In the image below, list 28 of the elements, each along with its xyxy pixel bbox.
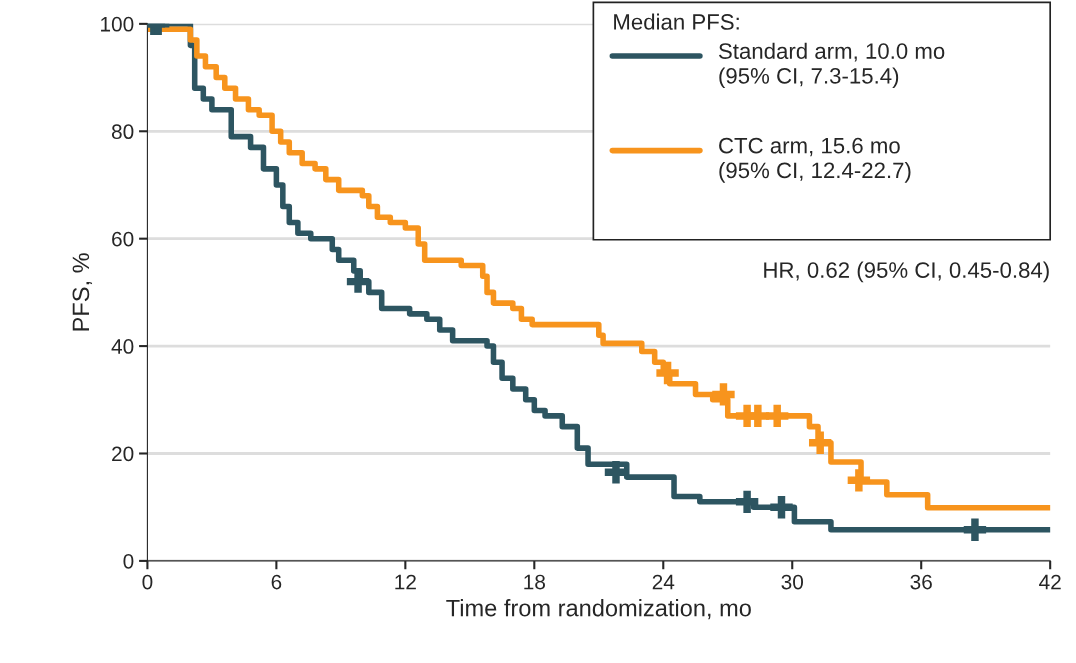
annotation: HR, 0.62 (95% CI, 0.45-0.84) [764,261,1049,283]
x-axis-title: Time from randomization, mo [446,599,751,620]
x-tick-label: 24 [652,574,675,590]
x-tick-label: 0 [142,574,153,590]
y-tick-label: 40 [111,339,134,354]
point [712,383,735,406]
point [963,518,987,541]
x-tick-label: 36 [910,574,932,590]
legend-label: Standard arm, 10.0 mo (95% CI, 7.3-15.4) [718,42,945,89]
point [847,469,871,492]
point [808,431,832,454]
point [656,361,679,385]
x-tick-label: 30 [781,574,804,590]
x-tick-label: 12 [395,574,416,590]
y-tick-label: 0 [123,553,134,569]
legend-title: Median PFS: [614,13,739,30]
point [766,404,789,428]
x-tick-label: 6 [271,574,282,590]
point [735,490,759,514]
x-tick-label: 18 [524,574,545,590]
y-tick-label: 100 [101,16,134,32]
x-tick-label: 42 [1039,574,1061,590]
point [770,496,793,519]
y-tick-label: 80 [111,124,134,140]
legend-label: CTC arm, 15.6 mo (95% CI, 12.4-22.7) [719,137,911,183]
y-axis-title: PFS, % [72,253,93,331]
y-tick-label: 60 [112,231,134,247]
y-tick-label: 20 [112,446,134,462]
